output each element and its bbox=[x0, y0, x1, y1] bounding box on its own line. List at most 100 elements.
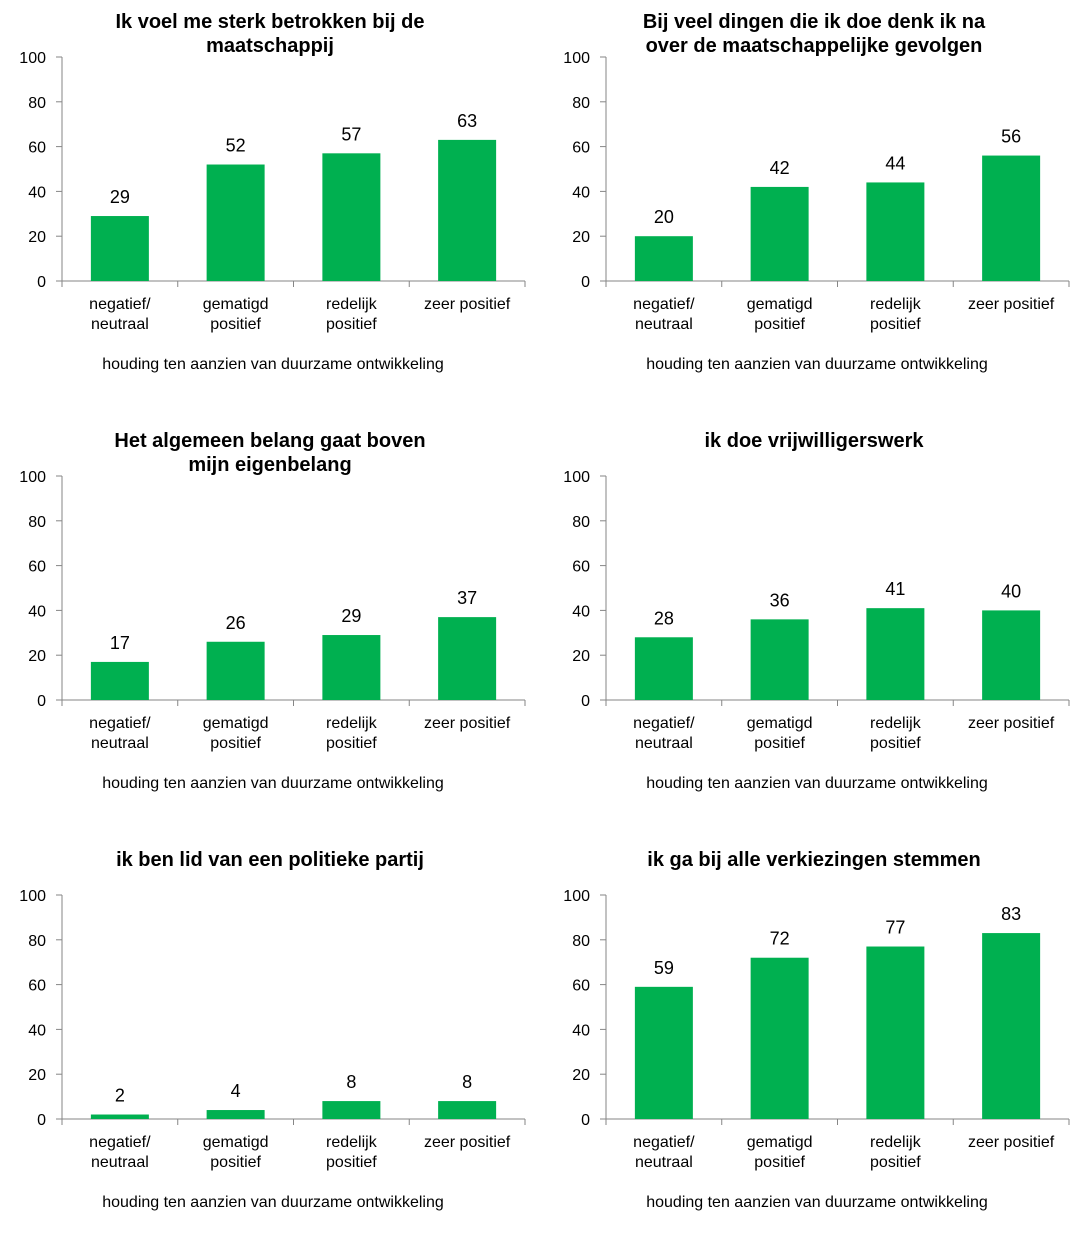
y-tick-label: 80 bbox=[572, 514, 590, 531]
y-tick-label: 80 bbox=[572, 933, 590, 950]
chart-title-line: ik doe vrijwilligerswerk bbox=[705, 430, 925, 452]
category-label-line: neutraal bbox=[635, 735, 693, 752]
data-label: 42 bbox=[770, 158, 790, 178]
x-axis-label: houding ten aanzien van duurzame ontwikk… bbox=[102, 775, 444, 792]
chart-title: Het algemeen belang gaat boven mijn eigen… bbox=[114, 430, 425, 476]
x-axis-label: houding ten aanzien van duurzame ontwikk… bbox=[102, 356, 444, 373]
y-tick-label: 40 bbox=[572, 1022, 590, 1039]
category-label-line: positief bbox=[210, 316, 261, 333]
bar-4 bbox=[982, 933, 1041, 1119]
category-label: redelijk positief bbox=[326, 296, 378, 333]
category-label: gematigd positief bbox=[203, 1134, 269, 1171]
chart-svg: Ik voel me sterk betrokken bij de maatsch… bbox=[19, 11, 526, 373]
y-tick-label: 60 bbox=[572, 140, 590, 157]
category-label-line: redelijk bbox=[326, 715, 378, 732]
category-label-line: neutraal bbox=[91, 316, 149, 333]
category-label: gematigd positief bbox=[747, 1134, 813, 1171]
chart-title: ik ben lid van een politieke partij bbox=[116, 849, 424, 871]
category-label-line: redelijk bbox=[326, 296, 378, 313]
bar-2 bbox=[206, 1110, 265, 1119]
chart-title-line: Bij veel dingen die ik doe denk ik na bbox=[643, 11, 986, 33]
chart-svg: ik ga bij alle verkiezingen stemmen 0 20 40… bbox=[563, 849, 1070, 1211]
chart-panel-2: Bij veel dingen die ik doe denk ik na ove… bbox=[544, 0, 1070, 403]
category-label-line: zeer positief bbox=[424, 715, 511, 732]
x-axis-label: houding ten aanzien van duurzame ontwikk… bbox=[646, 356, 988, 373]
data-label: 41 bbox=[885, 579, 905, 599]
bar-4 bbox=[982, 610, 1041, 700]
y-tick-label: 20 bbox=[28, 1067, 46, 1084]
chart-title: ik doe vrijwilligerswerk bbox=[705, 430, 925, 452]
data-label: 8 bbox=[462, 1072, 472, 1092]
category-label-line: positief bbox=[754, 735, 805, 752]
category-label: redelijk positief bbox=[870, 296, 922, 333]
data-label: 20 bbox=[654, 207, 674, 227]
y-tick-label: 0 bbox=[37, 693, 46, 710]
bar-2 bbox=[206, 164, 265, 281]
category-label-line: positief bbox=[326, 316, 377, 333]
category-label: zeer positief bbox=[968, 715, 1055, 732]
y-tick-label: 100 bbox=[563, 888, 590, 905]
chart-panel-3: Het algemeen belang gaat boven mijn eigen… bbox=[0, 419, 535, 822]
y-tick-label: 60 bbox=[572, 559, 590, 576]
category-label-line: negatief/ bbox=[633, 296, 695, 313]
category-label-line: gematigd bbox=[203, 715, 269, 732]
category-label: zeer positief bbox=[424, 1134, 511, 1151]
category-label-line: zeer positief bbox=[968, 1134, 1055, 1151]
y-tick-label: 0 bbox=[581, 693, 590, 710]
category-label: zeer positief bbox=[968, 1134, 1055, 1151]
y-tick-label: 20 bbox=[572, 229, 590, 246]
data-label: 57 bbox=[341, 124, 361, 144]
y-tick-label: 0 bbox=[581, 274, 590, 291]
category-label: zeer positief bbox=[968, 296, 1055, 313]
bar-3 bbox=[866, 946, 925, 1119]
bar-1 bbox=[634, 637, 693, 700]
bar-2 bbox=[750, 619, 809, 700]
y-tick-label: 20 bbox=[572, 648, 590, 665]
bar-3 bbox=[322, 153, 381, 281]
category-label-line: positief bbox=[210, 735, 261, 752]
category-label-line: neutraal bbox=[635, 1154, 693, 1171]
chart-svg: ik doe vrijwilligerswerk 0 20 40 60 80 100 28 ne… bbox=[563, 430, 1070, 792]
y-tick-label: 0 bbox=[37, 1112, 46, 1129]
bar-4 bbox=[438, 1101, 497, 1119]
bar-3 bbox=[322, 635, 381, 700]
y-tick-label: 80 bbox=[28, 933, 46, 950]
x-axis-label: houding ten aanzien van duurzame ontwikk… bbox=[102, 1194, 444, 1211]
data-label: 77 bbox=[885, 918, 905, 938]
category-label-line: gematigd bbox=[747, 1134, 813, 1151]
category-label: gematigd positief bbox=[203, 715, 269, 752]
category-label-line: gematigd bbox=[203, 1134, 269, 1151]
data-label: 36 bbox=[770, 590, 790, 610]
category-label-line: positief bbox=[210, 1154, 261, 1171]
bar-2 bbox=[206, 641, 265, 700]
category-label-line: negatief/ bbox=[89, 715, 151, 732]
category-label-line: gematigd bbox=[203, 296, 269, 313]
category-label: zeer positief bbox=[424, 296, 511, 313]
category-label: negatief/neutraal bbox=[89, 715, 151, 752]
category-label-line: positief bbox=[326, 1154, 377, 1171]
category-label-line: neutraal bbox=[91, 1154, 149, 1171]
bar-3 bbox=[866, 608, 925, 700]
y-tick-label: 60 bbox=[572, 978, 590, 995]
data-label: 17 bbox=[110, 633, 130, 653]
category-label: redelijk positief bbox=[870, 1134, 922, 1171]
y-tick-label: 100 bbox=[19, 50, 46, 67]
y-tick-label: 80 bbox=[28, 95, 46, 112]
y-tick-label: 60 bbox=[28, 140, 46, 157]
category-label: redelijk positief bbox=[326, 1134, 378, 1171]
chart-grid: Ik voel me sterk betrokken bij de maatsch… bbox=[0, 0, 1070, 1211]
category-label-line: neutraal bbox=[635, 316, 693, 333]
bar-3 bbox=[322, 1101, 381, 1119]
data-label: 72 bbox=[770, 929, 790, 949]
data-label: 83 bbox=[1001, 904, 1021, 924]
y-tick-label: 60 bbox=[28, 559, 46, 576]
y-tick-label: 20 bbox=[28, 648, 46, 665]
data-label: 52 bbox=[226, 136, 246, 156]
bar-2 bbox=[750, 186, 809, 281]
y-tick-label: 100 bbox=[563, 469, 590, 486]
category-label-line: redelijk bbox=[870, 1134, 922, 1151]
bar-1 bbox=[634, 236, 693, 281]
data-label: 8 bbox=[346, 1072, 356, 1092]
category-label-line: positief bbox=[754, 1154, 805, 1171]
bar-4 bbox=[438, 617, 497, 700]
